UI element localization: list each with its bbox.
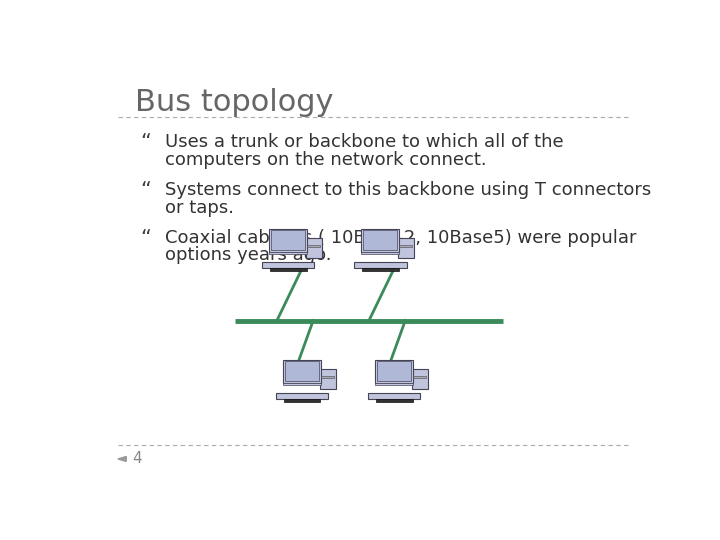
Bar (321, 376, 334, 378)
Bar (306, 238, 322, 258)
Text: Systems connect to this backbone using T connectors: Systems connect to this backbone using T… (166, 181, 652, 199)
Bar (397, 238, 414, 258)
Text: “: “ (140, 133, 151, 153)
Polygon shape (118, 456, 126, 462)
Bar (368, 394, 420, 399)
Text: Coaxial cablings ( 10Base-2, 10Base5) were popular: Coaxial cablings ( 10Base-2, 10Base5) we… (166, 229, 636, 247)
Bar (307, 245, 320, 247)
Text: 4: 4 (132, 451, 141, 467)
Bar (375, 383, 413, 386)
Bar (361, 252, 399, 254)
Bar (413, 376, 426, 378)
Bar (361, 229, 399, 252)
Bar (375, 360, 413, 383)
Text: “: “ (140, 229, 151, 249)
Text: Bus topology: Bus topology (135, 87, 333, 117)
Bar (354, 262, 407, 268)
Bar (269, 268, 307, 272)
Bar (363, 231, 397, 250)
Bar (361, 268, 399, 272)
Bar (283, 360, 320, 383)
Text: or taps.: or taps. (166, 199, 234, 217)
Bar (377, 361, 410, 381)
Bar (320, 369, 336, 389)
Bar (262, 262, 315, 268)
Bar (271, 231, 305, 250)
Bar (283, 383, 320, 386)
Bar (285, 361, 319, 381)
Text: options years ago.: options years ago. (166, 246, 332, 265)
Bar (400, 245, 413, 247)
Bar (412, 369, 428, 389)
Text: Uses a trunk or backbone to which all of the: Uses a trunk or backbone to which all of… (166, 133, 564, 151)
Text: computers on the network connect.: computers on the network connect. (166, 151, 487, 169)
Bar (284, 399, 320, 402)
Bar (376, 399, 413, 402)
Bar (269, 252, 307, 254)
Text: “: “ (140, 181, 151, 201)
Bar (269, 229, 307, 252)
Bar (276, 394, 328, 399)
